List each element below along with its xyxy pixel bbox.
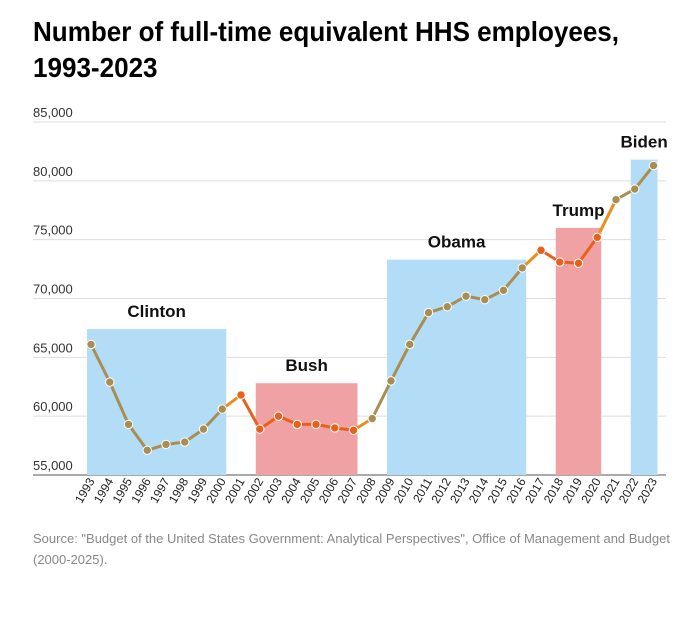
source-note: Source: "Budget of the United States Gov… <box>33 531 670 567</box>
data-point <box>498 285 509 295</box>
presidency-label-obama: Obama <box>428 233 486 252</box>
data-point <box>292 419 302 430</box>
y-tick-label: 55,000 <box>33 458 73 473</box>
data-point <box>648 160 659 171</box>
data-point <box>423 307 434 318</box>
data-point <box>517 263 527 273</box>
line-segment <box>577 235 599 265</box>
presidency-label-clinton: Clinton <box>127 302 186 321</box>
data-point <box>611 194 621 205</box>
data-point <box>330 423 340 433</box>
data-point <box>442 302 452 312</box>
line-segment <box>595 198 618 239</box>
data-point <box>555 257 565 267</box>
data-point <box>480 294 490 305</box>
y-tick-label: 80,000 <box>33 164 73 179</box>
data-point <box>142 445 152 455</box>
presidency-bar-trump <box>555 227 602 475</box>
data-point <box>348 425 359 435</box>
presidency-bar-biden <box>630 159 658 476</box>
data-point <box>217 404 227 414</box>
chart-title: Number of full-time equivalent HHS emplo… <box>33 16 620 83</box>
presidency-bar-obama <box>387 259 527 475</box>
data-points <box>86 160 659 455</box>
data-point <box>386 376 396 386</box>
y-tick-label: 85,000 <box>33 105 73 120</box>
data-point <box>123 419 134 430</box>
data-point <box>367 413 377 424</box>
x-tick-label: 2023 <box>635 475 661 505</box>
data-point <box>405 339 415 350</box>
presidency-bars <box>87 159 658 476</box>
data-point <box>573 258 584 268</box>
y-tick-label: 70,000 <box>33 282 73 297</box>
data-point <box>180 437 190 447</box>
line-segment <box>89 342 112 384</box>
y-tick-label: 75,000 <box>33 223 73 238</box>
y-tick-label: 65,000 <box>33 340 73 355</box>
x-tick-label: 2010 <box>391 475 417 505</box>
x-axis-ticks: 1993199419951996199719981999200020012002… <box>72 475 660 505</box>
y-tick-label: 60,000 <box>33 399 73 414</box>
data-point <box>161 439 171 450</box>
presidency-label-bush: Bush <box>285 356 328 375</box>
line-segment <box>108 380 130 426</box>
line-segment <box>502 266 524 292</box>
data-point <box>461 291 471 301</box>
data-point <box>536 245 546 255</box>
line-segment <box>370 379 393 421</box>
data-point <box>311 419 321 430</box>
line-segment <box>633 164 655 191</box>
presidency-label-biden: Biden <box>621 133 668 152</box>
presidency-label-trump: Trump <box>553 201 605 220</box>
data-point <box>630 184 640 194</box>
data-point <box>273 411 284 421</box>
presidency-bar-clinton <box>87 329 227 475</box>
data-point <box>105 377 115 387</box>
line-segment <box>239 393 262 431</box>
line-segment <box>127 422 149 452</box>
data-point <box>592 232 602 243</box>
y-axis-ticks: 55,000 60,000 65,000 70,000 75,000 80,000 85,0… <box>33 105 73 473</box>
data-point <box>198 424 209 434</box>
presidency-labels: Clinton Bush Obama Trump Biden <box>127 133 667 376</box>
data-point <box>236 390 246 400</box>
data-point <box>86 339 96 350</box>
line-segment <box>389 342 412 383</box>
data-point <box>255 424 265 434</box>
line-segment <box>408 311 430 346</box>
